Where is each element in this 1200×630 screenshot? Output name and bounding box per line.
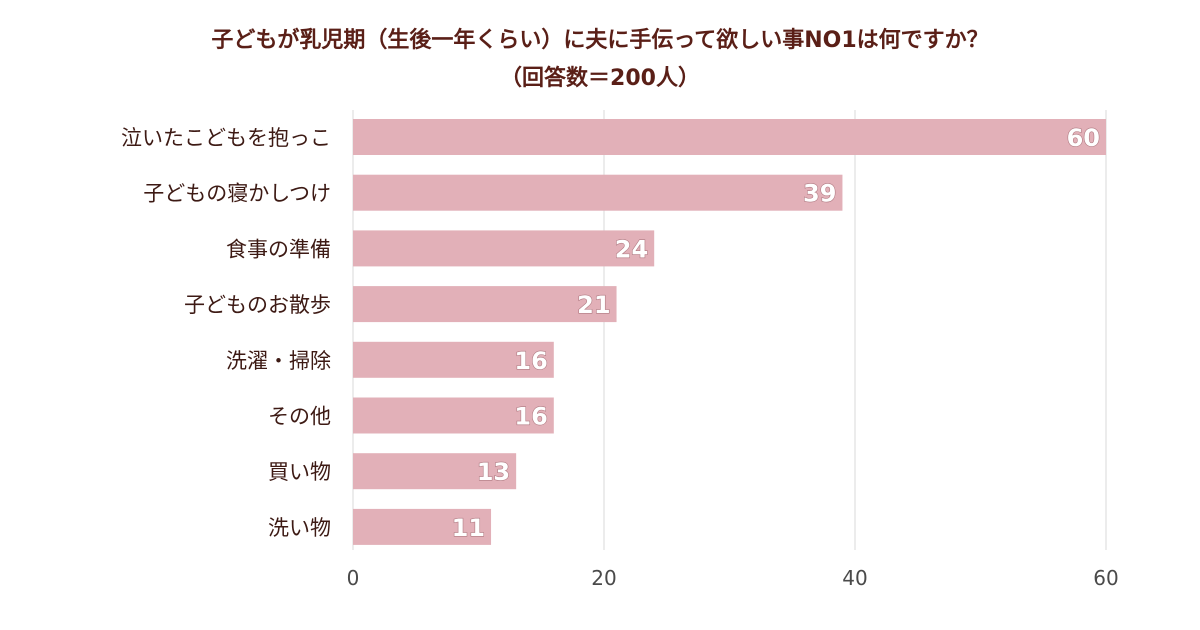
- x-tick-label: 0: [347, 566, 360, 590]
- category-label: 泣いたこどもを抱っこ: [121, 126, 331, 150]
- data-label: 21: [577, 291, 610, 319]
- data-label: 24: [615, 235, 648, 263]
- bar: [353, 508, 492, 545]
- category-label: 子どものお散歩: [184, 293, 331, 317]
- data-label: 11: [452, 514, 485, 542]
- chart-title-block: 子どもが乳児期（生後一年くらい）に夫に手伝って欲しい事NO1は何ですか？ （回答…: [0, 22, 1200, 98]
- bar: [353, 230, 655, 267]
- data-label: 16: [514, 347, 547, 375]
- bar: [353, 286, 617, 323]
- data-label: 13: [477, 458, 510, 486]
- x-tick-label: 60: [1093, 566, 1118, 590]
- x-tick-label: 20: [591, 566, 616, 590]
- category-label: 洗い物: [268, 516, 331, 540]
- category-label: 買い物: [268, 460, 331, 484]
- category-label: 子どもの寝かしつけ: [143, 182, 331, 206]
- category-label: 洗濯・掃除: [226, 349, 331, 373]
- bar: [353, 119, 1106, 155]
- chart-subtitle: （回答数＝200人）: [500, 66, 700, 91]
- bar: [353, 453, 517, 490]
- bar: [353, 174, 843, 211]
- chart-title: 子どもが乳児期（生後一年くらい）に夫に手伝って欲しい事NO1は何ですか？: [211, 28, 989, 53]
- x-tick-label: 40: [842, 566, 867, 590]
- category-label: その他: [268, 405, 331, 429]
- data-label: 16: [514, 403, 547, 431]
- bar: [353, 341, 554, 378]
- data-label: 39: [803, 180, 836, 208]
- bar: [353, 397, 554, 434]
- category-label: 食事の準備: [226, 237, 331, 261]
- data-label: 60: [1067, 124, 1100, 152]
